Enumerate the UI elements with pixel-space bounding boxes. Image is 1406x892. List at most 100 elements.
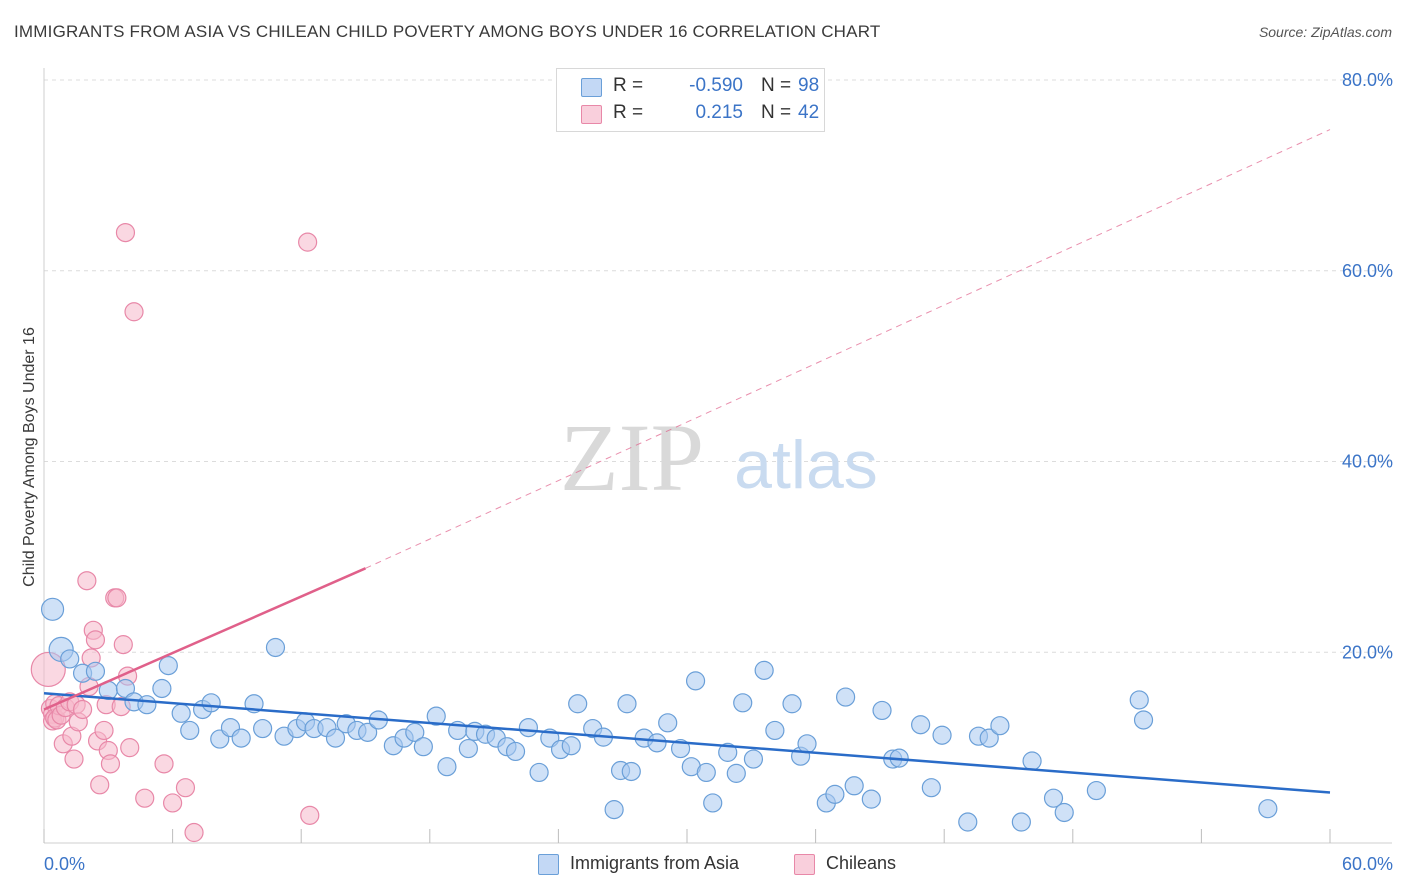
chilean-point xyxy=(154,754,174,774)
asia-point xyxy=(872,700,892,721)
asia-point xyxy=(836,687,856,707)
asia-point xyxy=(152,678,172,699)
asia-point xyxy=(158,656,178,676)
asia-trendline xyxy=(43,692,1331,794)
chilean-point xyxy=(163,793,183,813)
asia-point xyxy=(754,660,774,680)
asia-point xyxy=(604,800,624,820)
asia-point xyxy=(505,741,526,762)
x-tick-label: 0.0% xyxy=(44,854,85,874)
asia-point xyxy=(253,718,273,739)
asia-point xyxy=(1129,690,1149,710)
chilean-point xyxy=(124,302,144,322)
asia-point xyxy=(325,728,346,748)
watermark: ZIP atlas xyxy=(560,404,878,511)
asia-point xyxy=(658,713,678,733)
asia-point xyxy=(265,637,286,658)
asia-point xyxy=(932,725,952,745)
chilean-point xyxy=(300,805,320,825)
asia-point xyxy=(726,763,746,783)
asia-point xyxy=(765,720,785,741)
asia-point xyxy=(171,703,191,723)
asia-point xyxy=(137,695,157,715)
asia-point xyxy=(561,736,581,756)
asia-point xyxy=(60,649,80,669)
asia-point xyxy=(958,812,978,832)
asia-point xyxy=(1054,802,1074,823)
asia-point xyxy=(458,738,478,759)
asia-point xyxy=(647,733,667,753)
chilean-point xyxy=(100,754,121,774)
asia-point xyxy=(85,661,106,681)
asia-point xyxy=(617,694,637,714)
y-tick-label: 60.0% xyxy=(1342,261,1393,281)
asia-point xyxy=(844,776,864,796)
asia-point xyxy=(990,716,1010,736)
tick-labels: 20.0% 40.0% 60.0% 80.0% 0.0% 60.0% xyxy=(44,70,1393,874)
legend-n-label: N = xyxy=(761,102,792,123)
asia-point xyxy=(413,737,433,757)
asia-point xyxy=(437,757,457,777)
legend-r-value: 0.215 xyxy=(695,102,743,123)
chilean-point xyxy=(135,788,155,808)
chilean-trendline xyxy=(365,129,1331,569)
chilean-trendline xyxy=(43,567,367,711)
correlation-legend: R = -0.590 N = 98 R = 0.215 N = 42 xyxy=(556,68,825,132)
asia-point xyxy=(358,722,378,742)
trendlines xyxy=(43,129,1331,794)
asia-point xyxy=(911,715,931,735)
chilean-point xyxy=(115,223,136,243)
asia-point xyxy=(1258,799,1278,819)
legend-r-label: R = xyxy=(613,102,644,123)
chilean-point xyxy=(64,749,84,769)
legend-swatch-asia xyxy=(581,78,602,97)
asia-point xyxy=(782,694,802,714)
axes xyxy=(43,68,1392,844)
chilean-point xyxy=(113,635,133,655)
asia-point xyxy=(670,738,691,759)
asia-point xyxy=(861,789,881,809)
asia-point xyxy=(1022,751,1042,771)
watermark-zip: ZIP xyxy=(560,404,704,511)
watermark-atlas: atlas xyxy=(734,427,878,503)
asia-point xyxy=(568,694,588,714)
chilean-point xyxy=(72,699,93,720)
asia-point xyxy=(231,728,251,748)
chilean-point xyxy=(298,232,318,252)
asia-point xyxy=(529,762,549,783)
y-tick-label: 20.0% xyxy=(1342,642,1393,662)
x-tick-label: 60.0% xyxy=(1342,854,1393,874)
asia-point xyxy=(1086,780,1106,801)
asia-point xyxy=(1011,812,1031,832)
asia-point xyxy=(115,678,136,699)
asia-point xyxy=(733,693,753,713)
legend-n-label: N = xyxy=(761,75,792,96)
asia-point xyxy=(703,793,723,813)
chilean-point xyxy=(107,588,127,608)
bottom-legend-label-asia: Immigrants from Asia xyxy=(570,853,740,873)
chilean-point xyxy=(184,822,204,843)
chart-title: IMMIGRANTS FROM ASIA VS CHILEAN CHILD PO… xyxy=(14,22,881,41)
chilean-point xyxy=(175,778,196,798)
asia-point xyxy=(1133,710,1154,730)
gridlines xyxy=(44,79,1392,653)
asia-point xyxy=(426,706,446,726)
y-tick-label: 80.0% xyxy=(1342,70,1393,90)
asia-point xyxy=(685,671,706,691)
asia-point xyxy=(40,597,65,621)
legend-r-label: R = xyxy=(613,75,644,96)
asia-point xyxy=(979,728,999,748)
y-tick-label: 40.0% xyxy=(1342,452,1393,472)
source-label: Source: ZipAtlas.com xyxy=(1258,24,1392,40)
legend-n-value: 98 xyxy=(798,75,820,96)
asia-point xyxy=(696,762,716,783)
asia-point xyxy=(743,749,764,769)
chilean-points xyxy=(30,223,320,843)
asia-point xyxy=(405,722,425,742)
asia-point xyxy=(180,720,200,741)
legend-swatch-chileans xyxy=(581,105,602,124)
legend-r-value: -0.590 xyxy=(689,75,743,96)
legend-n-value: 42 xyxy=(798,102,820,123)
chilean-point xyxy=(90,775,110,795)
